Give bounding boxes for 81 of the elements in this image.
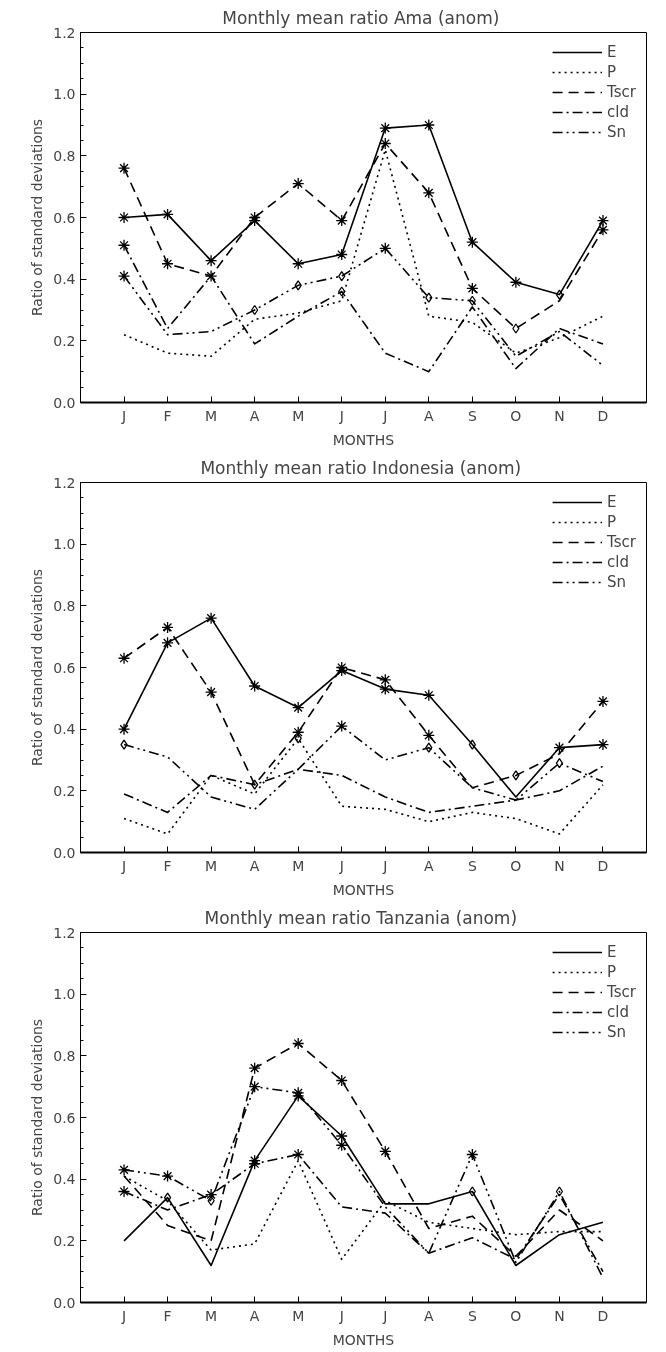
legend-label: Sn: [607, 1023, 628, 1041]
y-tick-label: 0.4: [53, 721, 76, 738]
y-axis-title: Ratio of standard deviations: [29, 118, 46, 317]
y-tick-label: 0.8: [53, 1047, 76, 1064]
x-tick-label: A: [249, 857, 260, 874]
y-tick-label: 0.4: [53, 271, 76, 288]
y-tick-label: 0.8: [53, 147, 76, 164]
y-tick-label: 1.0: [53, 536, 76, 553]
x-tick-label: F: [163, 407, 172, 424]
y-tick-label: 0.2: [53, 332, 76, 349]
y-tick-label: 1.2: [53, 24, 76, 41]
y-tick-label: 0.6: [53, 659, 76, 676]
y-tick-label: 0.2: [53, 782, 76, 799]
x-tick-label: S: [467, 407, 477, 424]
legend-label: Sn: [607, 573, 628, 591]
x-tick-label: A: [424, 407, 435, 424]
x-tick-label: D: [597, 857, 609, 874]
legend-label: E: [607, 43, 618, 61]
x-tick-label: F: [163, 1307, 172, 1324]
legend-label: cld: [607, 103, 630, 121]
x-tick-label: A: [424, 857, 435, 874]
y-tick-label: 0.2: [53, 1232, 76, 1249]
x-tick-label: M: [205, 857, 218, 874]
x-tick-label: J: [382, 857, 388, 874]
legend-label: cld: [607, 1003, 630, 1021]
x-tick-label: N: [554, 857, 565, 874]
legend-label: P: [607, 513, 618, 531]
chart-title: Monthly mean ratio Indonesia (anom): [200, 457, 522, 478]
legend-label: P: [607, 63, 618, 81]
y-tick-label: 0.4: [53, 1171, 76, 1188]
chart-title: Monthly mean ratio Tanzania (anom): [204, 907, 518, 928]
y-tick-label: 0.6: [53, 1109, 76, 1126]
y-tick-label: 1.0: [53, 86, 76, 103]
legend-label: P: [607, 963, 618, 981]
legend-label: Tscr: [607, 83, 636, 101]
x-axis-title: MONTHS: [332, 1331, 395, 1348]
legend-label: Sn: [607, 123, 628, 141]
x-tick-label: M: [292, 857, 305, 874]
x-tick-label: M: [292, 407, 305, 424]
x-tick-label: J: [382, 407, 388, 424]
y-tick-label: 1.0: [53, 986, 76, 1003]
chart-title: Monthly mean ratio Ama (anom): [222, 7, 500, 28]
x-tick-label: F: [163, 857, 172, 874]
legend-label: E: [607, 943, 618, 961]
x-tick-label: A: [424, 1307, 435, 1324]
legend-label: cld: [607, 553, 630, 571]
x-tick-label: O: [510, 857, 522, 874]
x-tick-label: S: [467, 857, 477, 874]
legend-label: Tscr: [607, 533, 636, 551]
x-tick-label: A: [249, 1307, 260, 1324]
x-tick-label: J: [120, 857, 127, 874]
y-tick-label: 0.0: [53, 394, 76, 411]
y-tick-label: 0.8: [53, 597, 76, 614]
x-tick-label: J: [120, 407, 127, 424]
y-axis-title: Ratio of standard deviations: [29, 1018, 46, 1217]
x-tick-label: A: [249, 407, 260, 424]
x-tick-label: M: [292, 1307, 305, 1324]
x-tick-label: D: [597, 1307, 609, 1324]
y-axis-title: Ratio of standard deviations: [29, 568, 46, 767]
x-tick-label: N: [554, 407, 565, 424]
x-tick-label: S: [467, 1307, 477, 1324]
x-tick-label: D: [597, 407, 609, 424]
x-tick-label: J: [338, 1307, 344, 1324]
x-tick-label: J: [338, 407, 344, 424]
y-tick-label: 0.0: [53, 844, 76, 861]
legend-label: Tscr: [607, 983, 636, 1001]
x-tick-label: M: [205, 1307, 218, 1324]
x-tick-label: J: [120, 1307, 127, 1324]
y-tick-label: 0.0: [53, 1294, 76, 1311]
x-axis-title: MONTHS: [332, 881, 395, 898]
x-tick-label: J: [338, 857, 344, 874]
x-tick-label: J: [382, 1307, 388, 1324]
y-tick-label: 0.6: [53, 209, 76, 226]
y-tick-label: 1.2: [53, 924, 76, 941]
x-axis-title: MONTHS: [332, 431, 395, 448]
x-tick-label: O: [510, 407, 522, 424]
legend-label: E: [607, 493, 618, 511]
y-tick-label: 1.2: [53, 474, 76, 491]
x-tick-label: M: [205, 407, 218, 424]
x-tick-label: O: [510, 1307, 522, 1324]
x-tick-label: N: [554, 1307, 565, 1324]
